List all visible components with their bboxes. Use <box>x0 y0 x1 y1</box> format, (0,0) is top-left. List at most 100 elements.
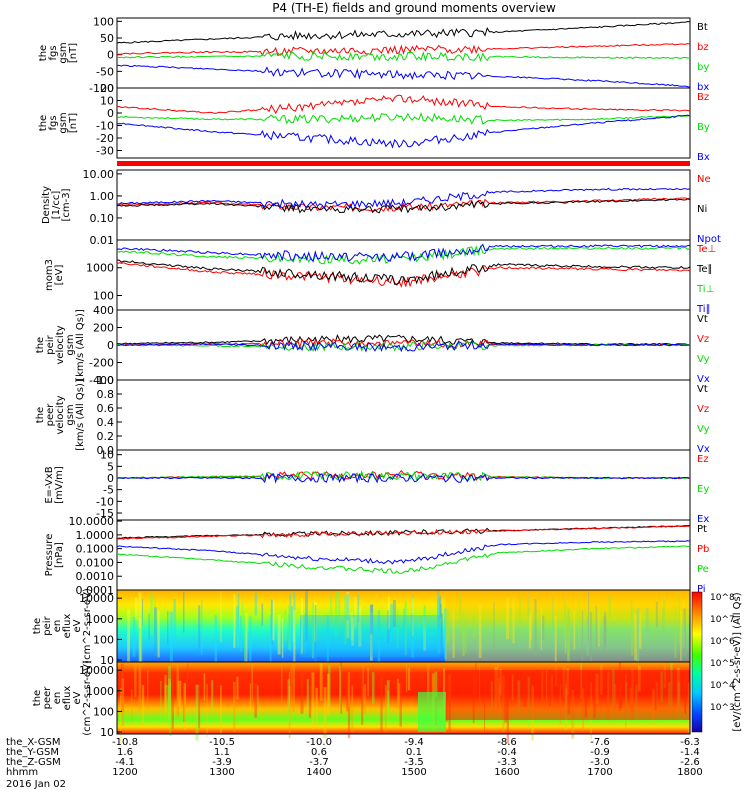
spectrogram-stripe <box>434 671 438 697</box>
spectrogram-stripe <box>361 675 364 725</box>
spectrogram-stripe <box>462 613 465 657</box>
spectrogram-region <box>300 615 440 657</box>
spectrogram-stripe <box>340 662 343 714</box>
spectrogram-stripe <box>269 614 272 672</box>
series-line-by <box>116 51 691 63</box>
y-tick-label: 100 <box>93 15 114 28</box>
spectrogram-stripe <box>387 596 390 629</box>
y-axis-label: (cm^2-s-sr-eV) <box>82 588 93 664</box>
footer-tick: -0.9 <box>590 747 610 758</box>
spectrogram-stripe <box>182 592 185 633</box>
spectrogram-stripe <box>423 617 427 651</box>
spectrogram-stripe <box>132 616 136 657</box>
spectrogram-stripe <box>154 607 157 657</box>
spectrogram-stripe <box>314 605 317 663</box>
spectrogram-stripe <box>236 676 239 700</box>
colorbar-tick: 10^4 <box>710 681 735 691</box>
y-tick-label: 10 <box>100 726 114 739</box>
y-axis-label: the <box>32 690 43 706</box>
spectrogram-stripe <box>326 673 330 716</box>
footer-tick: 1200 <box>112 767 137 778</box>
spectrogram-stripe <box>630 599 633 625</box>
spectrogram-stripe <box>237 592 240 648</box>
y-axis-label: the <box>38 115 49 131</box>
spectrogram-stripe <box>674 606 677 658</box>
spectrogram-stripe <box>412 598 414 636</box>
y-axis-label: velocity <box>55 395 66 434</box>
spectrogram-stripe <box>183 685 186 722</box>
spectrogram-stripe <box>272 600 275 641</box>
spectrogram-stripe <box>369 604 373 635</box>
panel-frame <box>116 661 691 735</box>
legend-Bt: Bt <box>697 22 708 33</box>
footer-tick: 1400 <box>306 767 331 778</box>
spectrogram-stripe <box>662 608 665 644</box>
spectrogram-stripe <box>178 680 182 708</box>
legend-Ni: Ni <box>697 204 707 215</box>
spectrogram-stripe <box>405 662 408 693</box>
spectrogram-stripe <box>387 610 390 644</box>
spectrogram-stripe <box>337 591 341 618</box>
y-tick-label: 5 <box>107 460 114 473</box>
y-tick-label: 1.00 <box>90 190 115 203</box>
y-tick-label: 10000 <box>79 664 114 677</box>
spectrogram-stripe <box>552 597 554 641</box>
y-tick-label: 0 <box>107 49 114 62</box>
panel-frame <box>116 87 691 159</box>
series-line-Bx <box>116 114 691 149</box>
footer-tick: 1.6 <box>117 747 133 758</box>
spectrogram-stripe <box>384 685 387 732</box>
spectrogram-stripe <box>240 615 242 652</box>
legend-Vx: Vx <box>697 444 710 455</box>
legend-by: by <box>697 62 709 73</box>
y-tick-label: 20 <box>100 82 114 95</box>
legend-By: By <box>697 122 710 133</box>
spectrogram-stripe <box>404 602 407 645</box>
legend-Vy: Vy <box>697 424 710 435</box>
series-line-Pe <box>116 545 691 574</box>
spectrogram-fill <box>117 590 690 662</box>
spectrogram-stripe <box>164 675 167 713</box>
footer-tick: 1.1 <box>214 747 230 758</box>
y-axis-label: [eV] <box>54 265 65 286</box>
spectrogram-stripe <box>288 605 291 650</box>
spectrogram-stripe <box>412 594 414 640</box>
spectrogram-stripe <box>578 596 580 642</box>
spectrogram-stripe <box>313 602 317 642</box>
spectrogram-stripe <box>396 678 399 710</box>
colorbar-fill <box>691 591 703 733</box>
colorbar-tick: 10^6 <box>710 637 735 647</box>
series-line-Te⊥ <box>116 262 691 288</box>
spectrogram-stripe <box>472 614 475 639</box>
spectrogram-stripe <box>423 605 426 628</box>
footer-row-label: the_X-GSM <box>6 737 60 748</box>
spectrogram-stripe <box>350 612 354 641</box>
panel-peer_spectrogram: 10000 1000 100 10 the peer en eflux eV (cm^2-s-sr… <box>32 660 691 744</box>
spectrogram-stripe <box>563 597 566 636</box>
spectrogram-stripe <box>220 685 222 734</box>
y-axis-label: eflux <box>62 686 73 711</box>
y-tick-label: 0 <box>107 107 114 120</box>
y-axis-label: the <box>32 618 43 634</box>
spectrogram-stripe <box>348 671 350 708</box>
spectrogram-stripe <box>358 606 362 647</box>
spectrogram-stripe <box>452 610 455 658</box>
spectrogram-stripe <box>367 667 369 696</box>
panel-frame <box>116 379 691 451</box>
spectrogram-stripe <box>271 600 273 646</box>
y-tick-label: 10 <box>100 95 114 108</box>
spectrogram-stripe <box>534 598 537 656</box>
y-axis-label: peir <box>45 334 56 354</box>
legend-Ti⊥: Ti⊥ <box>696 284 714 295</box>
panel-density: 10.00 1.00 0.10 0.01 Density [1/cc] [cm-3] Ne Ni… <box>41 168 721 247</box>
spectrogram-stripe <box>311 672 315 730</box>
legend-Bz: Bz <box>697 92 709 103</box>
spectrogram-stripe <box>177 680 180 715</box>
y-tick-label: 0.6 <box>97 402 115 415</box>
spectrogram-stripe <box>639 612 641 647</box>
spectrogram-stripe <box>439 603 442 649</box>
spectrogram-stripe <box>232 681 236 732</box>
footer-row-label: the_Y-GSM <box>6 747 59 758</box>
y-axis-label: peer <box>42 686 53 710</box>
y-tick-label: 0.0100 <box>76 556 115 569</box>
